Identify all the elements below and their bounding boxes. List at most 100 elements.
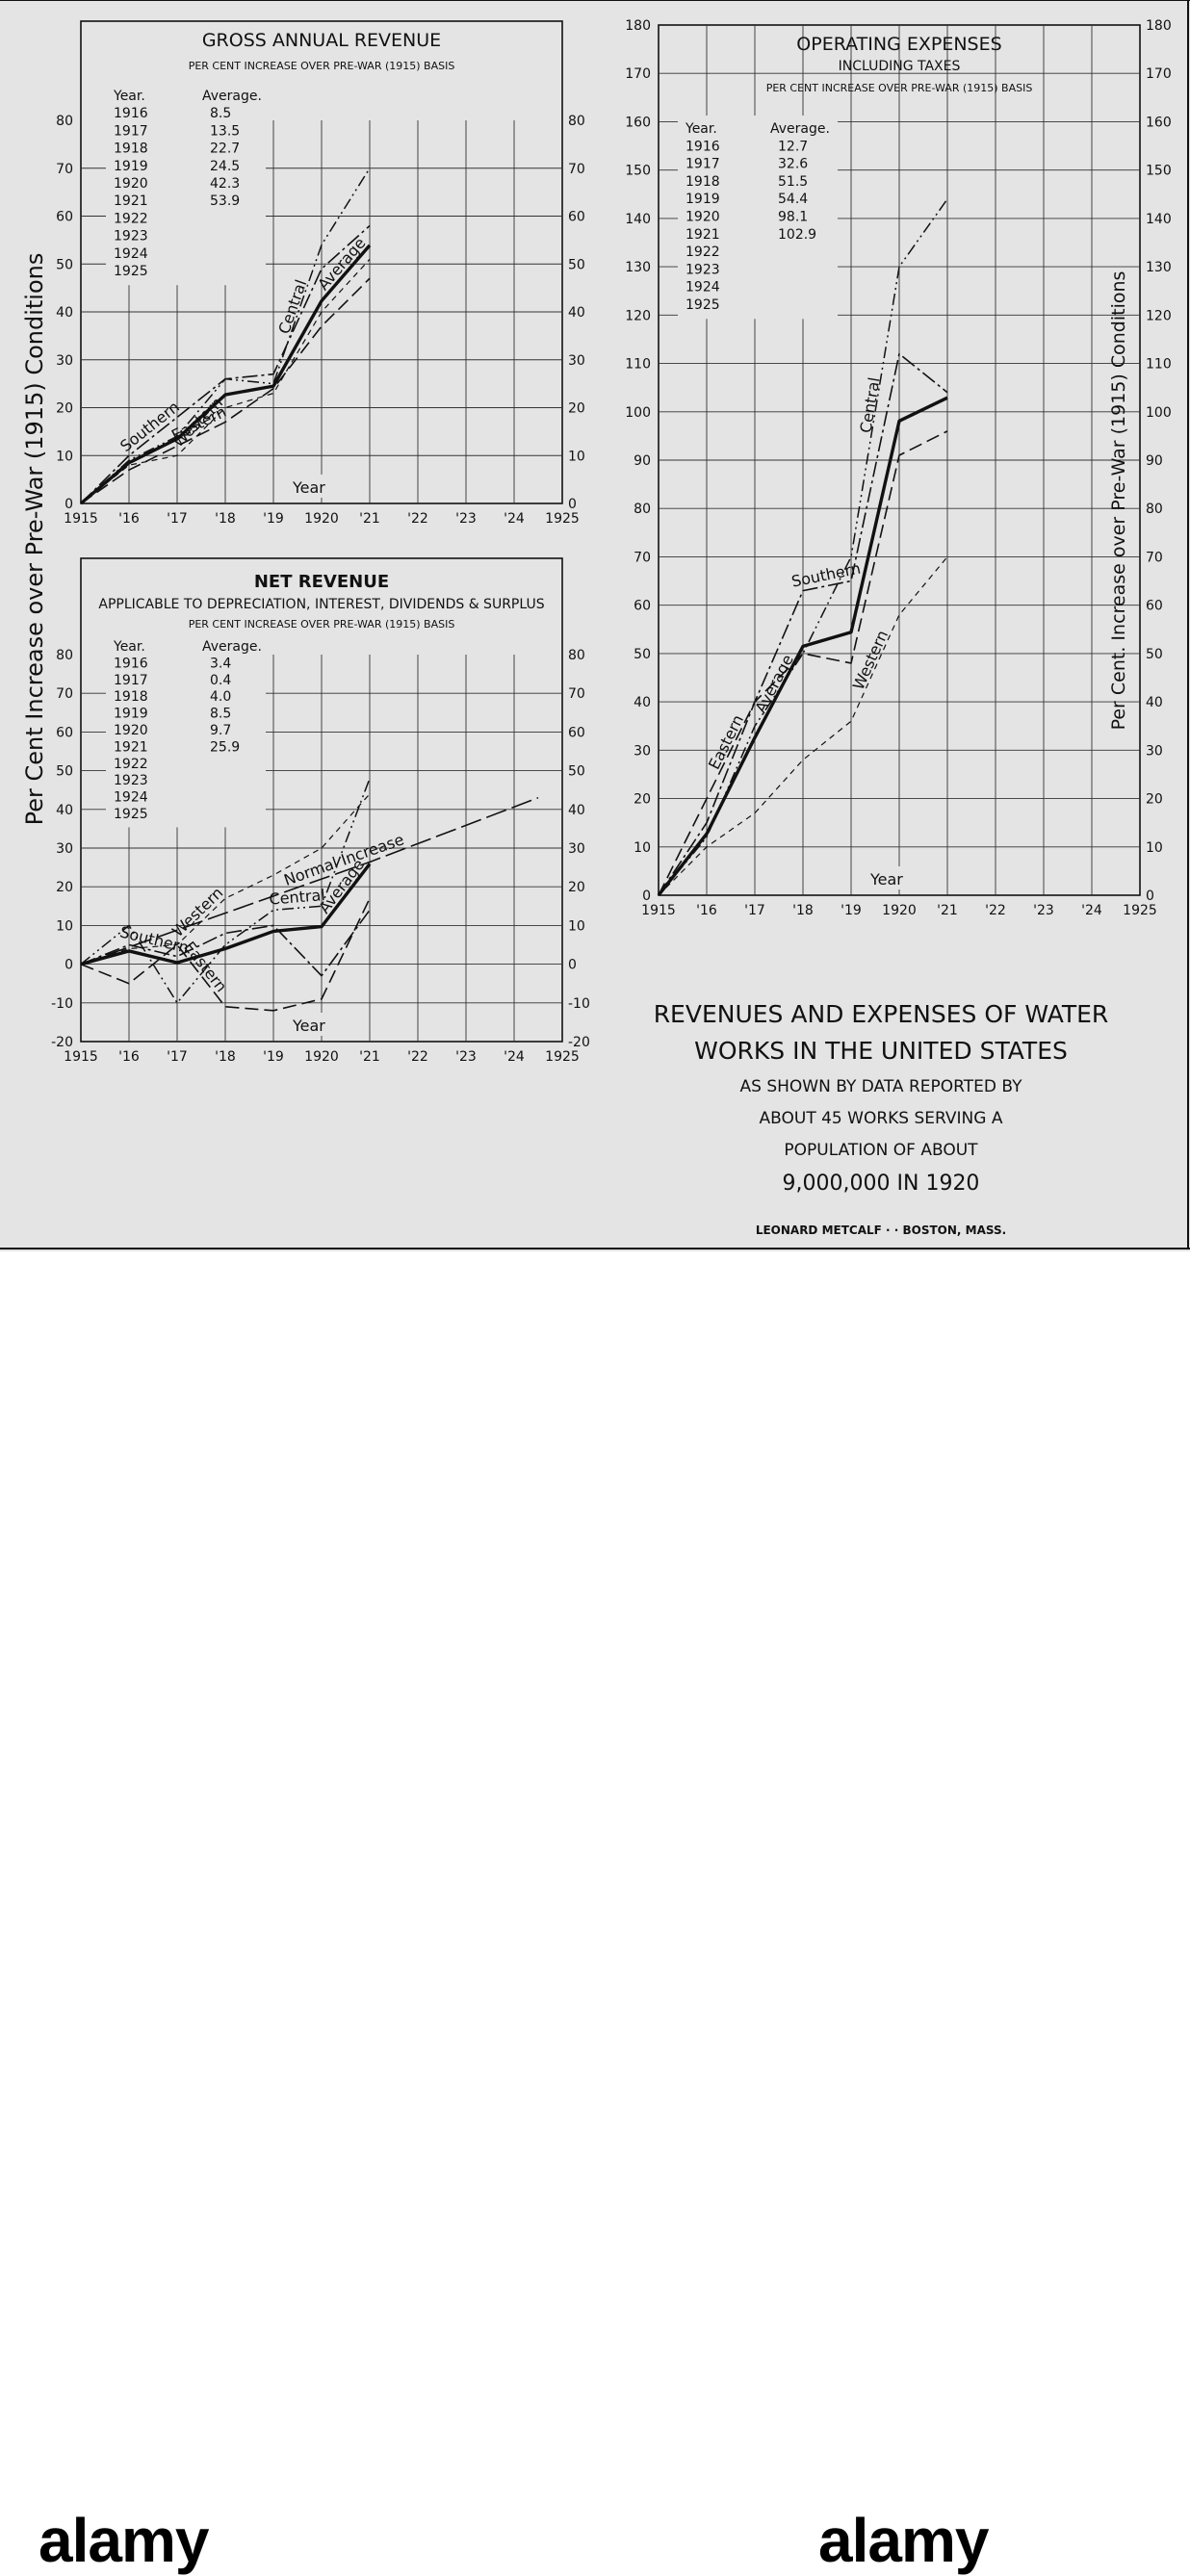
chart2-table-header-average: Average. [202,639,262,655]
chart2-table-year: 1916 [114,656,148,671]
left-axis-label: Per Cent Increase over Pre-War (1915) Co… [21,253,48,826]
chart3-series-average [657,396,948,897]
chart3-y-tick-label-right: 80 [1146,502,1163,517]
chart2-x-tick-label: '23 [455,1049,477,1065]
chart1-series-average [79,244,372,505]
chart1-table-year: 1918 [114,142,148,157]
chart1-y-tick-label-right: 40 [568,305,585,321]
chart3-x-tick-label: 1915 [641,903,676,918]
chart2-y-tick-label-right: 50 [568,764,585,780]
chart2-y-tick-label-right: 10 [568,918,585,934]
chart1-table-average: 13.5 [210,123,240,139]
chart2-table-year: 1920 [114,723,148,738]
chart1-y-tick-label-right: 70 [568,162,585,177]
chart2-x-tick-label: 1920 [304,1049,339,1065]
chart3-table-year: 1925 [686,297,720,313]
chart3-table-year: 1919 [686,192,720,207]
chart2-subtitle2: PER CENT INCREASE OVER PRE-WAR (1915) BA… [189,618,455,631]
chart2-table-year: 1925 [114,807,148,822]
chart1-xlabel-bg [275,475,351,498]
chart2-x-tick-label: '24 [504,1049,525,1065]
chart2-table-year: 1922 [114,757,148,772]
chart2-table-year: 1923 [114,773,148,788]
chart2-y-tick-label-left: 60 [56,725,73,740]
chart3-y-tick-label-left: 180 [625,18,651,34]
chart3-table-year: 1923 [686,262,720,277]
chart3-table-average: 98.1 [778,210,808,225]
chart2-series-normal-increase [80,796,539,966]
chart1-x-tick-label: '16 [118,511,140,527]
chart3-table-average: 51.5 [778,174,808,190]
chart1-y-tick-label-right: 10 [568,449,585,464]
chart3-y-tick-label-left: 150 [625,164,651,179]
chart3-table-year: 1916 [686,139,720,154]
chart1-table-bg [106,83,266,286]
chart2-y-tick-label-right: 60 [568,725,585,740]
chart2-y-tick-label-right: 40 [568,803,585,818]
chart1-table-year: 1917 [114,123,148,139]
chart1-x-tick-label: 1915 [64,511,98,527]
chart3-x-tick-label: '16 [696,903,717,918]
chart1-table-year: 1919 [114,159,148,174]
chart1-table-year: 1921 [114,193,148,209]
chart1-table-header-average: Average. [202,89,262,104]
chart3-y-tick-label-right: 70 [1146,550,1163,565]
chart3-y-tick-label-right: 50 [1146,647,1163,662]
chart1-series-western [80,258,371,504]
chart1-xlabel: Year [292,478,325,497]
chart1-x-tick-label: 1920 [304,511,339,527]
chart1-y-tick-label-left: 40 [56,305,73,321]
chart3-y-tick-label-left: 130 [625,260,651,275]
chart3-series-western [658,556,948,896]
chart3-table-header-year: Year. [685,121,717,137]
chart1-table-average: 8.5 [210,106,231,121]
chart2-series-average [80,863,372,966]
chart2-x-tick-label: '19 [263,1049,284,1065]
chart3-y-tick-label-left: 90 [634,453,651,469]
chart1-subtitle: PER CENT INCREASE OVER PRE-WAR (1915) BA… [189,60,455,72]
chart2-table-year: 1917 [114,673,148,688]
chart2-y-tick-label-left: 70 [56,686,73,702]
chart1-table-year: 1916 [114,106,148,121]
chart3-y-tick-label-left: 140 [625,212,651,227]
chart2-x-tick-label: '16 [118,1049,140,1065]
chart1-y-tick-label-left: 0 [65,497,73,512]
chart2-table-year: 1924 [114,790,148,806]
chart1-x-tick-label: '17 [167,511,188,527]
chart1-y-tick-label-right: 80 [568,114,585,129]
chart2-y-tick-label-right: 30 [568,841,585,857]
chart1-table-year: 1922 [114,211,148,226]
chart3-table-year: 1917 [686,157,720,172]
chart3-y-tick-label-left: 110 [625,357,651,373]
chart3-y-tick-label-right: 160 [1146,115,1172,130]
chart1-y-tick-label-right: 20 [568,401,585,417]
chart1-table-average: 22.7 [210,142,240,157]
caption-line-1: REVENUES AND EXPENSES OF WATER [654,1000,1109,1028]
caption-line-3: AS SHOWN BY DATA REPORTED BY [740,1077,1023,1096]
chart2-xlabel-bg [275,1013,351,1036]
chart3-y-tick-label-left: 0 [642,889,651,904]
chart2-subtitle: APPLICABLE TO DEPRECIATION, INTEREST, DI… [98,597,544,612]
caption-line-6: 9,000,000 IN 1920 [783,1172,980,1196]
chart3-y-tick-label-right: 110 [1146,357,1172,373]
chart2-y-tick-label-left: 0 [65,958,73,973]
chart3-series-label: Western [849,628,892,693]
chart1-x-tick-label: '19 [263,511,284,527]
chart3-table-header-average: Average. [770,121,830,137]
chart3-y-tick-label-right: 180 [1146,18,1172,34]
chart1-x-tick-label: '24 [504,511,525,527]
right-axis-label: Per Cent. Increase over Pre-War (1915) C… [1108,271,1129,731]
chart1-y-tick-label-left: 10 [56,449,73,464]
chart3-x-tick-label: '24 [1081,903,1102,918]
chart1-y-tick-label-left: 50 [56,257,73,272]
chart1-table-year: 1923 [114,229,148,245]
chart3-y-tick-label-right: 30 [1146,743,1163,759]
chart3-table-average: 102.9 [778,227,816,243]
chart2-table-average: 0.4 [210,673,231,688]
chart2-table-average: 9.7 [210,723,231,738]
chart1-x-tick-label: '22 [407,511,428,527]
chart3-xlabel: Year [869,870,903,889]
chart2-y-tick-label-right: 20 [568,880,585,895]
chart2-table-average: 25.9 [210,739,240,755]
